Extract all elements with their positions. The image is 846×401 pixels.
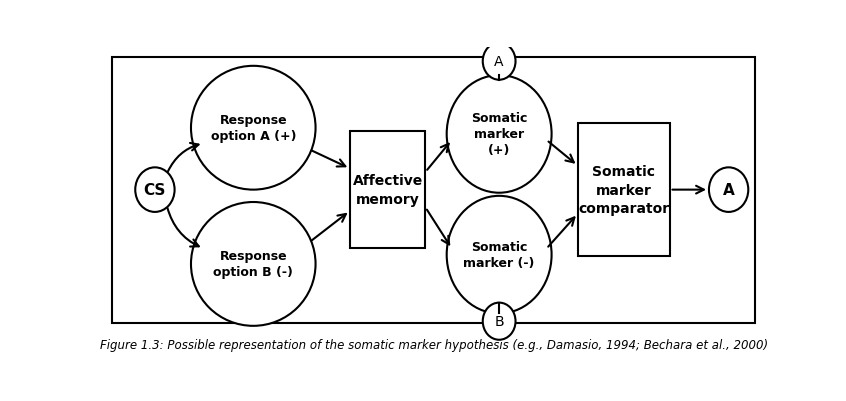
FancyBboxPatch shape	[350, 132, 426, 249]
FancyArrowPatch shape	[312, 151, 345, 167]
Text: Response
option A (+): Response option A (+)	[211, 114, 296, 143]
FancyBboxPatch shape	[578, 124, 669, 257]
FancyArrowPatch shape	[427, 144, 448, 170]
FancyArrowPatch shape	[168, 209, 199, 247]
Ellipse shape	[483, 303, 515, 340]
Text: A: A	[722, 183, 734, 198]
Ellipse shape	[191, 203, 316, 326]
Ellipse shape	[483, 43, 515, 81]
FancyArrowPatch shape	[673, 186, 704, 194]
FancyBboxPatch shape	[113, 57, 755, 323]
FancyArrowPatch shape	[311, 215, 346, 241]
Text: Somatic
marker
(+): Somatic marker (+)	[471, 112, 527, 157]
FancyArrowPatch shape	[427, 210, 449, 245]
Ellipse shape	[135, 168, 174, 213]
FancyArrowPatch shape	[168, 144, 199, 172]
FancyArrowPatch shape	[548, 142, 574, 163]
Ellipse shape	[447, 76, 552, 193]
Text: A: A	[494, 55, 504, 69]
Text: Affective
memory: Affective memory	[353, 174, 423, 206]
Text: Response
option B (-): Response option B (-)	[213, 250, 294, 279]
Text: CS: CS	[144, 183, 166, 198]
Ellipse shape	[191, 67, 316, 190]
Text: Figure 1.3: Possible representation of the somatic marker hypothesis (e.g., Dama: Figure 1.3: Possible representation of t…	[100, 338, 767, 351]
Text: Somatic
marker (-): Somatic marker (-)	[464, 241, 535, 269]
Text: Somatic
marker
comparator: Somatic marker comparator	[578, 165, 669, 215]
FancyArrowPatch shape	[548, 218, 574, 247]
Ellipse shape	[447, 196, 552, 314]
Text: B: B	[494, 314, 504, 328]
Ellipse shape	[709, 168, 748, 213]
